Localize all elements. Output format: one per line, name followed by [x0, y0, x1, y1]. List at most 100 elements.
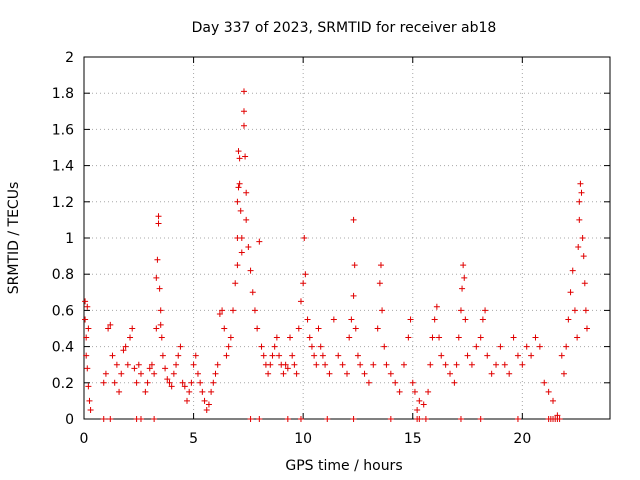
data-point	[563, 343, 570, 350]
data-point	[85, 325, 92, 332]
data-point	[326, 370, 333, 377]
data-point	[574, 334, 581, 341]
data-point	[313, 361, 320, 368]
data-point	[411, 388, 418, 395]
data-point	[83, 352, 90, 359]
data-point	[545, 388, 552, 395]
data-point	[267, 361, 274, 368]
data-point	[528, 352, 535, 359]
data-point	[457, 307, 464, 314]
data-points	[82, 88, 590, 422]
data-point	[232, 280, 239, 287]
data-point	[227, 334, 234, 341]
data-point	[154, 256, 161, 263]
data-point	[243, 216, 250, 223]
data-point	[427, 361, 434, 368]
y-tick-label: 0	[65, 412, 74, 428]
data-point	[376, 280, 383, 287]
data-point	[581, 280, 588, 287]
data-point	[350, 216, 357, 223]
data-point	[208, 388, 215, 395]
data-point	[464, 352, 471, 359]
data-point	[269, 352, 276, 359]
data-point	[523, 343, 530, 350]
data-point	[194, 370, 201, 377]
data-point	[541, 379, 548, 386]
y-tick-label: 0.2	[52, 376, 74, 392]
data-point	[479, 316, 486, 323]
data-point	[280, 370, 287, 377]
data-point	[460, 262, 467, 269]
data-point	[173, 361, 180, 368]
data-point	[113, 361, 120, 368]
data-point	[223, 352, 230, 359]
data-point	[438, 352, 445, 359]
data-point	[457, 416, 464, 422]
data-point	[289, 352, 296, 359]
data-point	[131, 365, 138, 372]
data-point	[416, 397, 423, 404]
data-point	[82, 316, 89, 323]
data-point	[348, 316, 355, 323]
y-tick-label: 0.8	[52, 267, 74, 283]
data-point	[181, 383, 188, 390]
data-point	[392, 379, 399, 386]
data-point	[162, 365, 169, 372]
data-point	[377, 262, 384, 269]
data-point	[251, 307, 258, 314]
data-point	[256, 238, 263, 245]
data-point	[431, 316, 438, 323]
data-point	[83, 334, 90, 341]
data-point	[354, 352, 361, 359]
data-point	[459, 285, 466, 292]
data-point	[576, 198, 583, 205]
y-tick-label: 1	[65, 231, 74, 247]
y-tick-label: 0.4	[52, 340, 74, 356]
data-point	[409, 379, 416, 386]
data-point	[170, 370, 177, 377]
data-point	[247, 267, 254, 274]
data-point	[400, 361, 407, 368]
data-point	[451, 379, 458, 386]
data-point	[532, 334, 539, 341]
data-point	[153, 325, 160, 332]
data-point	[576, 216, 583, 223]
data-point	[201, 397, 208, 404]
data-point	[238, 249, 245, 256]
data-point	[319, 352, 326, 359]
data-point	[157, 321, 164, 328]
data-point	[203, 406, 210, 413]
data-point	[407, 316, 414, 323]
data-point	[146, 365, 153, 372]
data-point	[567, 289, 574, 296]
data-point	[350, 416, 357, 422]
data-point	[273, 334, 280, 341]
data-point	[514, 352, 521, 359]
data-point	[301, 235, 308, 241]
data-point	[135, 361, 142, 368]
data-point	[236, 180, 243, 187]
data-point	[84, 303, 91, 310]
data-point	[256, 416, 263, 422]
data-point	[425, 388, 432, 395]
data-point	[350, 292, 357, 299]
data-point	[100, 416, 107, 422]
data-point	[304, 316, 311, 323]
data-point	[436, 334, 443, 341]
data-point	[493, 361, 500, 368]
data-point	[221, 325, 228, 332]
data-point	[282, 361, 289, 368]
data-point	[82, 298, 89, 305]
data-point	[569, 267, 576, 274]
data-point	[291, 361, 298, 368]
data-point	[461, 274, 468, 281]
data-point	[166, 379, 173, 386]
data-point	[142, 388, 149, 395]
data-point	[582, 307, 589, 314]
data-point	[565, 316, 572, 323]
data-point	[462, 316, 469, 323]
data-point	[129, 325, 136, 332]
data-point	[151, 370, 158, 377]
data-point	[271, 343, 278, 350]
